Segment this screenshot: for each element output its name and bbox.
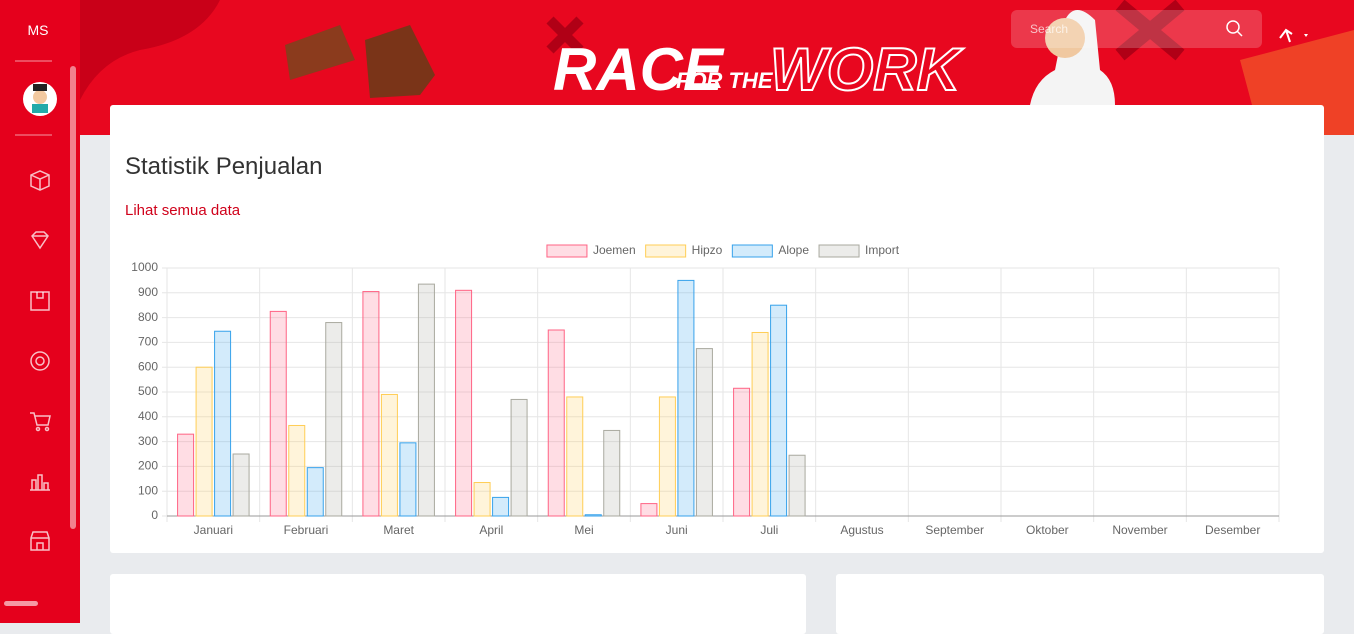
x-tick-label: November — [1112, 523, 1167, 537]
x-tick-label: April — [479, 523, 503, 537]
bar — [417, 283, 435, 517]
y-tick-label: 400 — [138, 409, 158, 423]
bar — [603, 429, 621, 517]
y-tick-label: 700 — [138, 335, 158, 349]
y-tick-label: 100 — [138, 483, 158, 497]
bar — [380, 393, 398, 517]
x-tick-label: Oktober — [1026, 523, 1069, 537]
bar — [232, 453, 250, 517]
card-bottom-left — [110, 574, 806, 634]
y-tick-label: 800 — [138, 310, 158, 324]
legend-label[interactable]: Joemen — [593, 243, 636, 257]
sidebar: MS — [0, 0, 80, 623]
banner-work: WORK — [770, 36, 964, 103]
bar — [547, 329, 565, 517]
bar — [770, 304, 788, 517]
banner-for-the: FOR THE — [676, 68, 774, 93]
sales-card: Statistik Penjualan Lihat semua data 0 10… — [110, 105, 1324, 553]
bar — [473, 482, 491, 517]
bar — [195, 366, 213, 517]
y-tick-label: 300 — [138, 434, 158, 448]
bar — [399, 442, 417, 517]
bar — [455, 289, 473, 517]
legend-swatch[interactable] — [546, 244, 588, 258]
user-menu[interactable] — [1279, 28, 1293, 43]
banner-race: RACE — [553, 36, 725, 103]
x-tick-label: Agustus — [840, 523, 883, 537]
bar — [177, 433, 195, 517]
bar — [510, 398, 528, 517]
x-tick-label: Februari — [284, 523, 329, 537]
bar — [269, 310, 287, 517]
bar — [566, 396, 584, 517]
card-title: Statistik Penjualan — [125, 153, 323, 180]
card-bottom-right — [836, 574, 1324, 634]
legend-swatch[interactable] — [645, 244, 687, 258]
bar — [214, 330, 232, 517]
banner-art: RACE FOR THE WORK Search — [80, 0, 1354, 135]
bar — [492, 496, 510, 517]
legend: Joemen Hipzo Alope Import — [546, 243, 900, 258]
x-tick-label: Juli — [760, 523, 778, 537]
x-tick-label: Desember — [1205, 523, 1260, 537]
x-tick-label: Mei — [574, 523, 593, 537]
y-tick-label: 900 — [138, 285, 158, 299]
legend-swatch[interactable] — [818, 244, 860, 258]
bar — [733, 387, 751, 517]
legend-label[interactable]: Import — [865, 243, 900, 257]
see-all-link[interactable]: Lihat semua data — [125, 202, 241, 219]
y-tick-label: 600 — [138, 359, 158, 373]
y-tick-label: 1000 — [131, 260, 158, 274]
bar — [658, 396, 676, 517]
bar — [788, 454, 806, 517]
bar — [306, 467, 324, 517]
search-placeholder: Search — [1030, 22, 1068, 36]
bar — [362, 291, 380, 517]
search-box[interactable] — [1011, 10, 1262, 48]
x-tick-label: Juni — [666, 523, 688, 537]
bar — [584, 514, 602, 517]
x-tick-label: September — [925, 523, 984, 537]
y-tick-label: 0 — [151, 508, 158, 522]
y-tick-label: 200 — [138, 459, 158, 473]
legend-swatch[interactable] — [731, 244, 773, 258]
chart: 0 100 200 300 400 500 600 700 800 900 1000 Januari F… — [131, 243, 1280, 537]
bar — [677, 279, 695, 517]
y-tick-label: 500 — [138, 384, 158, 398]
bar — [695, 348, 713, 517]
brand: MS — [27, 22, 49, 38]
bar — [751, 331, 769, 517]
bar — [325, 322, 343, 517]
x-tick-label: Januari — [194, 523, 233, 537]
legend-label[interactable]: Hipzo — [692, 243, 723, 257]
bar — [640, 503, 658, 517]
x-tick-label: Maret — [383, 523, 414, 537]
legend-label[interactable]: Alope — [778, 243, 809, 257]
bar — [288, 424, 306, 517]
sidebar-icons — [4, 60, 76, 606]
